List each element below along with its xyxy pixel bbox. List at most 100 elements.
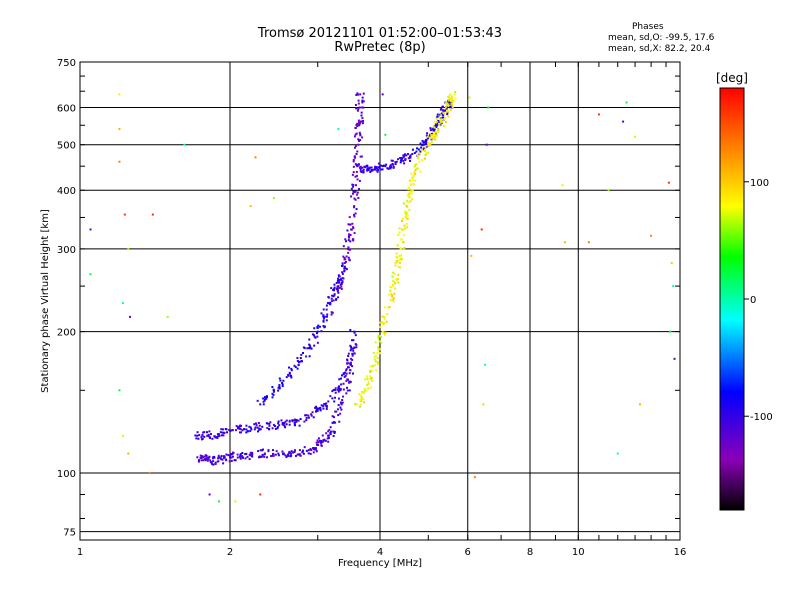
data-point	[311, 447, 314, 450]
data-point	[349, 363, 352, 366]
data-point	[336, 290, 339, 293]
data-point	[340, 377, 343, 380]
data-point	[376, 356, 379, 359]
data-point	[293, 364, 296, 367]
data-point	[333, 430, 336, 433]
data-point	[327, 302, 330, 305]
data-point	[263, 396, 266, 399]
data-point	[337, 280, 340, 283]
data-point	[360, 111, 363, 114]
data-point	[426, 132, 429, 135]
data-point	[230, 453, 233, 456]
data-point	[409, 200, 412, 203]
data-point	[263, 399, 266, 402]
data-point	[485, 143, 488, 146]
data-point	[358, 131, 361, 134]
data-point	[392, 163, 395, 166]
x-tick-label: 4	[377, 547, 383, 558]
data-point	[279, 379, 282, 382]
data-point	[351, 347, 354, 350]
data-point	[277, 422, 280, 425]
data-point	[361, 391, 364, 394]
data-point	[379, 325, 382, 328]
colorbar-tick-label: 0	[750, 295, 756, 306]
data-point	[345, 255, 348, 258]
data-point	[355, 193, 358, 196]
data-point	[420, 148, 423, 151]
data-point	[326, 301, 329, 304]
data-point	[397, 273, 400, 276]
data-point	[352, 349, 355, 352]
data-point	[391, 279, 394, 282]
data-point	[230, 459, 233, 462]
data-point	[484, 363, 487, 366]
data-point	[346, 378, 349, 381]
data-point	[262, 400, 265, 403]
data-point	[387, 167, 390, 170]
data-point	[405, 211, 408, 214]
data-point	[672, 285, 675, 288]
data-point	[378, 166, 381, 169]
data-point	[339, 388, 342, 391]
data-point	[350, 347, 353, 350]
data-point	[364, 378, 367, 381]
data-point	[443, 109, 446, 112]
data-point	[386, 306, 389, 309]
data-point	[343, 267, 346, 270]
data-point	[433, 131, 436, 134]
data-point	[334, 391, 337, 394]
data-point	[388, 166, 391, 169]
data-point	[415, 150, 418, 153]
data-point	[404, 158, 407, 161]
data-point	[298, 424, 301, 427]
data-point	[414, 179, 417, 182]
data-point	[561, 184, 564, 187]
data-point	[342, 277, 345, 280]
data-point	[337, 414, 340, 417]
data-point	[438, 120, 441, 123]
data-point	[411, 152, 414, 155]
data-point	[353, 213, 356, 216]
data-point	[413, 173, 416, 176]
data-point	[379, 164, 382, 167]
data-point	[198, 434, 201, 437]
data-point	[305, 355, 308, 358]
data-point	[321, 434, 324, 437]
data-point	[410, 197, 413, 200]
data-point	[351, 183, 354, 186]
data-point	[337, 285, 340, 288]
data-point	[239, 424, 242, 427]
data-point	[254, 156, 257, 159]
data-point	[470, 254, 473, 257]
data-point	[377, 166, 380, 169]
data-point	[242, 428, 245, 431]
data-point	[433, 128, 436, 131]
data-point	[587, 241, 590, 244]
data-point	[357, 143, 360, 146]
colorbar-label: [deg]	[716, 71, 748, 85]
data-point	[269, 421, 272, 424]
data-point	[259, 403, 262, 406]
data-point	[265, 422, 268, 425]
data-point	[356, 165, 359, 168]
data-point	[200, 436, 203, 439]
data-point	[380, 336, 383, 339]
data-point	[230, 456, 233, 459]
data-point	[329, 431, 332, 434]
data-point	[338, 385, 341, 388]
data-point	[354, 103, 357, 106]
data-point	[380, 341, 383, 344]
data-point	[288, 451, 291, 454]
data-point	[353, 215, 356, 218]
data-point	[367, 380, 370, 383]
data-point	[411, 148, 414, 151]
data-point	[369, 370, 372, 373]
data-point	[341, 281, 344, 284]
data-point	[373, 356, 376, 359]
data-point	[356, 191, 359, 194]
data-point	[330, 300, 333, 303]
data-point	[341, 277, 344, 280]
data-point	[217, 435, 220, 438]
data-point	[398, 231, 401, 234]
data-point	[317, 407, 320, 410]
